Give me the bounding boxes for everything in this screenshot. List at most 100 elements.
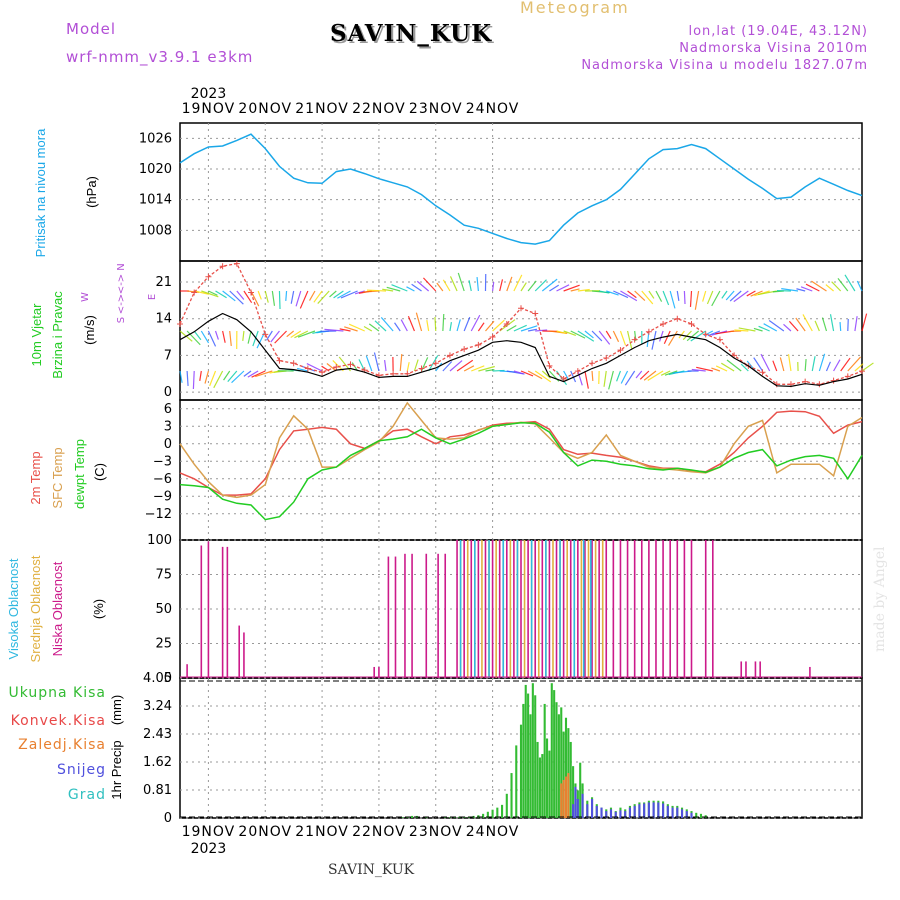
wind-arrow [513, 274, 523, 292]
precip-bar-snow [690, 812, 693, 818]
wind-arrow [655, 290, 663, 302]
precip-bar-total [529, 714, 532, 818]
tick-label-wind-1: 7 [164, 348, 172, 363]
compass-4: <-> [116, 294, 127, 314]
wind-gust-mark [859, 368, 865, 375]
day-label-top-4: 23NOV [409, 101, 463, 117]
wind-gust-mark [489, 334, 496, 341]
precip-bar-snow [619, 810, 622, 818]
wind-arrow [231, 370, 245, 384]
tick-label-pressure-3: 1026 [139, 131, 172, 146]
tick-label-clouds-4: 100 [147, 533, 172, 548]
wind-arrow [833, 359, 841, 372]
precip-bar-snow [581, 793, 584, 818]
wind-arrow [591, 370, 594, 382]
wind-arrow [861, 362, 874, 372]
wind-arrow [449, 276, 458, 292]
wind-arrow [706, 290, 714, 305]
lonlat-label: lon,lat (19.04E, 43.12N) [688, 24, 868, 39]
wind-arrow [193, 330, 202, 341]
precip-legend-1: Konvek.Kisa [11, 713, 106, 729]
wind-arrow [527, 370, 543, 380]
precip-bar-total [496, 807, 499, 818]
station-title: SAVIN_KUK [330, 20, 493, 47]
precip-bar-total [536, 741, 539, 818]
label-temp2m: 2m Temp [28, 451, 43, 504]
wind-gust-mark [645, 328, 652, 335]
wind-arrow [760, 353, 771, 372]
wind-arrow [624, 370, 636, 386]
wind-arrow [682, 330, 692, 341]
wind-arrow [740, 363, 749, 372]
wind-arrow [643, 370, 657, 381]
unit-pressure: (hPa) [84, 176, 99, 208]
precip-bar-snow [614, 811, 617, 818]
product-title: Meteogram [520, 0, 630, 17]
wind-gust-mark [446, 352, 453, 359]
wind-arrow [476, 277, 479, 292]
wind-arrow [204, 370, 209, 384]
precip-bar-total [401, 817, 404, 818]
wind-arrow [577, 288, 590, 292]
tick-label-temperature-0: −12 [145, 507, 172, 522]
precip-bar-snow [633, 805, 636, 818]
wind-arrow [620, 370, 629, 384]
year-label-top: 2023 [191, 86, 227, 102]
wind-arrow [492, 319, 505, 332]
wind-arrow [591, 330, 603, 342]
wind-gust-mark [390, 370, 397, 377]
wind-gust-mark [248, 289, 255, 296]
wind-arrow [616, 370, 622, 382]
precip-bar-total [538, 757, 541, 818]
wind-gust-mark [660, 320, 667, 327]
wind-arrow [386, 286, 401, 292]
wind-arrow [779, 357, 785, 372]
wind-arrow [627, 290, 637, 299]
wind-arrow [750, 290, 763, 297]
wind-arrow [549, 284, 560, 292]
wind-arrow [363, 325, 373, 332]
wind-arrow [213, 370, 224, 389]
wind-arrow [285, 290, 288, 302]
wind-arrow [413, 359, 419, 372]
wind-gust-mark [319, 369, 326, 376]
wind-arrow [426, 320, 430, 332]
wind-arrow [856, 280, 863, 292]
wind-arrow [861, 313, 868, 332]
precip-bar-frozen [562, 779, 565, 818]
precip-bar-snow [600, 807, 603, 818]
wind-arrow [380, 317, 394, 332]
wind-arrow [534, 370, 552, 383]
precip-bar-frozen [560, 783, 563, 818]
label-wind-1: 10m Vjetar [29, 303, 44, 367]
tick-label-clouds-1: 25 [155, 637, 172, 652]
wind-arrow [492, 369, 505, 372]
wind-arrow [563, 330, 577, 337]
wind-arrow [463, 316, 471, 332]
tick-label-temperature-4: 0 [164, 437, 172, 452]
wind-arrow [329, 290, 337, 298]
wind-arrow [295, 290, 302, 307]
wind-arrow [520, 282, 527, 292]
wind-arrow [556, 284, 570, 292]
precip-bar-total [569, 741, 572, 818]
precip-bar-total [557, 714, 560, 818]
day-label-bottom-2: 21NOV [295, 824, 349, 840]
wind-arrow [726, 359, 742, 372]
wind-arrow [619, 330, 627, 346]
wind-arrow [274, 330, 287, 344]
wind-arrow [299, 290, 309, 309]
wind-arrow [854, 316, 858, 332]
wind-gust-mark [674, 315, 681, 322]
wind-arrow [563, 284, 580, 292]
wind-arrow [535, 329, 548, 332]
day-label-bottom-0: 19NOV [182, 824, 236, 840]
wind-arrow [442, 313, 445, 332]
tick-label-pressure-2: 1020 [139, 162, 172, 177]
wind-arrow [179, 370, 183, 383]
series-temp-0 [179, 410, 863, 496]
wind-gust-mark [503, 320, 510, 327]
precip-bar-total [510, 773, 513, 818]
precip-bar-total [501, 804, 504, 818]
wind-arrow [608, 370, 614, 390]
